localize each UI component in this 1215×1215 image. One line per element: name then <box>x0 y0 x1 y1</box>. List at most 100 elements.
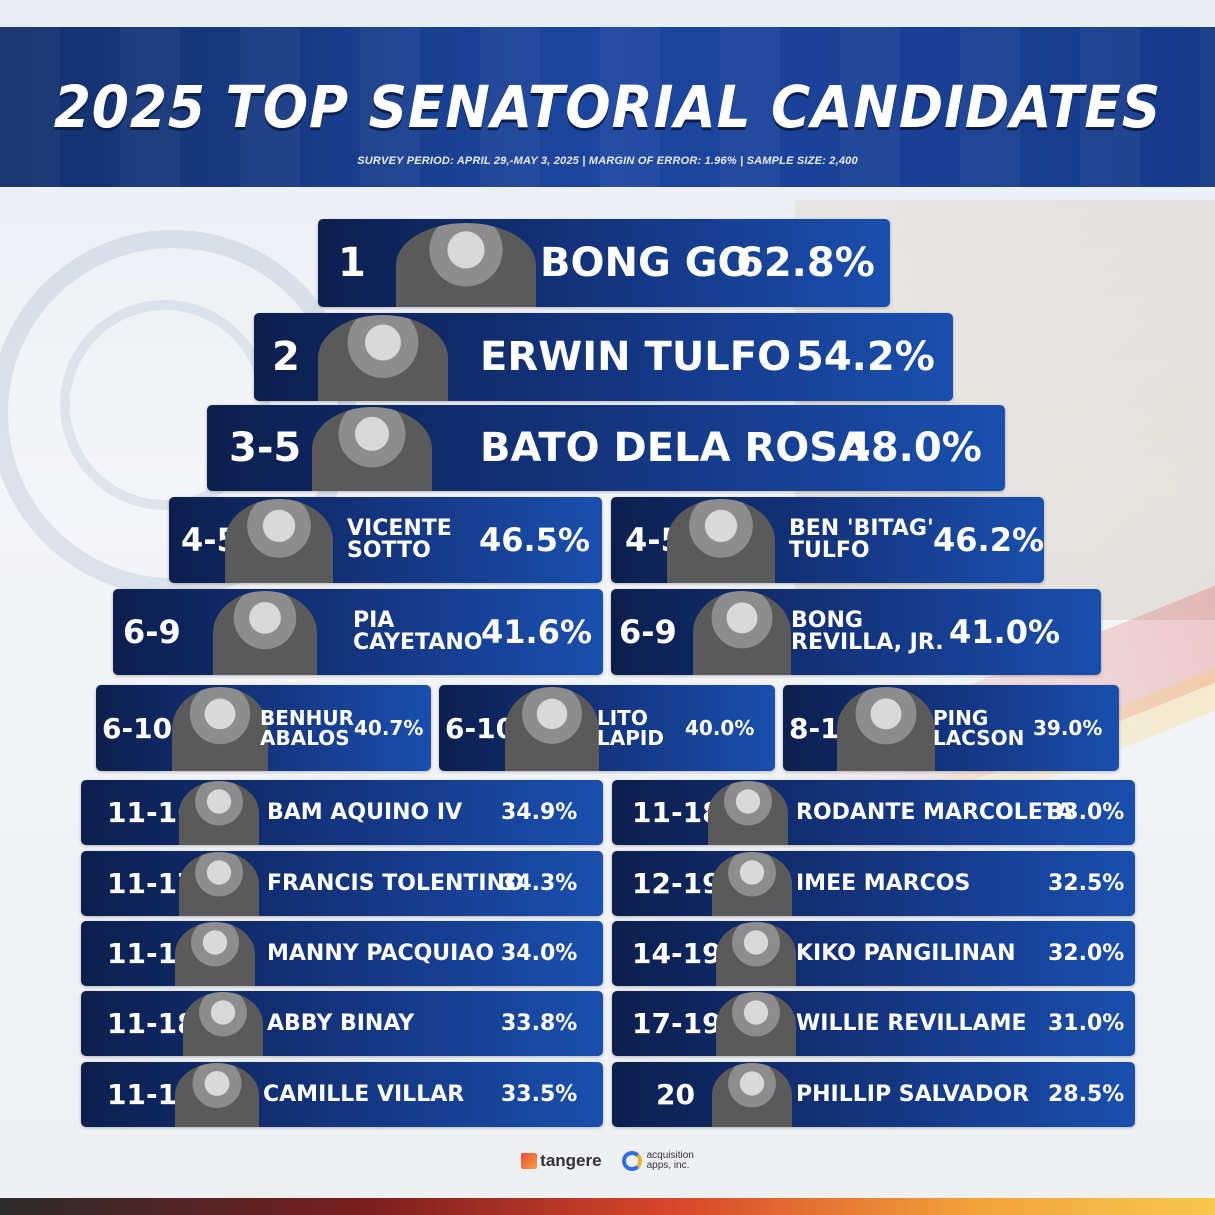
candidate-name-line2: CAYETANO <box>353 630 483 655</box>
survey-info: SURVEY PERIOD: APRIL 29,-MAY 3, 2025 | M… <box>357 155 858 167</box>
candidate-percentage: 40.0% <box>685 716 755 740</box>
candidate-name: BATO DELA ROSA <box>480 425 870 471</box>
candidate-name: PIA CAYETANO <box>353 589 482 675</box>
tangere-logo: tangere <box>521 1151 602 1171</box>
candidate-photo <box>175 1063 259 1127</box>
candidate-card-3: 3-5 BATO DELA ROSA 48.0% <box>207 405 1005 491</box>
candidate-percentage: 28.5% <box>1048 1082 1125 1107</box>
tangere-logo-icon <box>521 1153 538 1169</box>
candidate-photo <box>505 687 599 771</box>
candidate-name-line1: LITO <box>597 706 648 730</box>
candidate-percentage: 54.2% <box>796 334 935 380</box>
candidate-name: KIKO PANGILINAN <box>796 940 1016 966</box>
candidate-card-8: 6-10 BENHUR ABALOS 40.7% <box>96 685 431 771</box>
candidate-photo <box>712 1063 792 1127</box>
candidate-percentage: 31.0% <box>1048 1011 1125 1036</box>
candidate-percentage: 32.5% <box>1048 871 1125 896</box>
candidate-card-12: 11-18 RODANTE MARCOLETA 33.0% <box>612 780 1135 845</box>
candidate-photo <box>213 591 317 675</box>
candidate-name-line2: REVILLA, JR. <box>791 630 944 655</box>
candidate-card-2: 2 ERWIN TULFO 54.2% <box>254 313 953 401</box>
candidate-rank: 1 <box>338 240 366 286</box>
candidate-name: MANNY PACQUIAO <box>267 940 495 966</box>
candidate-percentage: 32.0% <box>1048 941 1125 966</box>
candidate-card-5: 4-5 BEN 'BITAG' TULFO 46.2% <box>611 497 1044 583</box>
candidate-photo <box>318 315 448 401</box>
candidate-name: ABBY BINAY <box>267 1010 415 1036</box>
candidate-rank: 6-10 <box>102 711 173 745</box>
candidate-name-line2: TULFO <box>789 538 870 563</box>
page-title: 2025 TOP SENATORIAL CANDIDATES <box>53 73 1162 141</box>
candidate-card-19: 11-18 CAMILLE VILLAR 33.5% <box>81 1062 603 1127</box>
candidate-name: ERWIN TULFO <box>480 334 792 380</box>
candidate-name-line2: LACSON <box>933 726 1025 750</box>
candidate-card-16: 14-19 KIKO PANGILINAN 32.0% <box>612 921 1135 986</box>
candidate-name: VICENTE SOTTO <box>347 497 452 583</box>
candidate-photo <box>396 223 536 307</box>
candidate-rank: 14-19 <box>632 937 722 970</box>
candidate-name: LITO LAPID <box>597 685 664 771</box>
candidate-photo <box>175 922 255 986</box>
candidate-rank: 11-18 <box>107 1007 197 1040</box>
candidate-rank: 2 <box>272 334 300 380</box>
candidate-card-6: 6-9 PIA CAYETANO 41.6% <box>113 589 603 675</box>
candidate-photo <box>837 687 935 771</box>
candidate-name-line1: BEN 'BITAG' <box>789 516 934 541</box>
candidate-percentage: 41.6% <box>481 613 593 651</box>
candidate-card-13: 11-17 FRANCIS TOLENTINO 34.3% <box>81 851 603 916</box>
candidate-rank: 6-10 <box>445 711 516 745</box>
candidate-name: BEN 'BITAG' TULFO <box>789 497 934 583</box>
candidate-name-line2: LAPID <box>597 726 664 750</box>
footer-logos: tangere acquisition apps, inc. <box>0 1146 1215 1176</box>
candidate-rank: 3-5 <box>229 425 302 471</box>
candidate-percentage: 34.3% <box>501 871 578 896</box>
bottom-gradient-bar <box>0 1198 1215 1215</box>
header-banner: 2025 TOP SENATORIAL CANDIDATES SURVEY PE… <box>0 27 1215 187</box>
tangere-logo-text: tangere <box>540 1151 602 1170</box>
candidate-photo <box>179 781 259 845</box>
candidate-name: BONG REVILLA, JR. <box>791 589 944 675</box>
candidate-name-line1: VICENTE <box>347 516 452 541</box>
candidate-rank: 12-19 <box>632 867 722 900</box>
candidate-percentage: 33.0% <box>1048 800 1125 825</box>
candidate-name: BENHUR ABALOS <box>260 685 354 771</box>
candidate-photo <box>225 499 333 583</box>
candidate-photo <box>716 992 796 1056</box>
candidate-percentage: 40.7% <box>354 716 424 740</box>
candidate-name: PING LACSON <box>933 685 1024 771</box>
candidate-photo <box>712 852 792 916</box>
candidate-percentage: 39.0% <box>1033 716 1103 740</box>
candidate-name-line1: BENHUR <box>260 706 355 730</box>
acquisition-apps-logo-text: acquisition apps, inc. <box>646 1150 694 1172</box>
candidate-percentage: 46.2% <box>933 521 1044 559</box>
candidate-name: FRANCIS TOLENTINO <box>267 870 524 896</box>
candidate-card-7: 6-9 BONG REVILLA, JR. 41.0% <box>611 589 1101 675</box>
candidate-photo <box>716 922 796 986</box>
candidate-percentage: 48.0% <box>843 425 982 471</box>
candidate-card-10: 8-10 PING LACSON 39.0% <box>783 685 1119 771</box>
candidate-photo <box>312 407 432 491</box>
candidate-percentage: 34.0% <box>501 941 578 966</box>
candidate-photo <box>667 499 775 583</box>
candidate-rank: 11-18 <box>632 796 722 829</box>
candidate-card-20: 20 PHILLIP SALVADOR 28.5% <box>612 1062 1135 1127</box>
acquisition-apps-logo-icon <box>621 1151 642 1171</box>
candidate-card-15: 11-17 MANNY PACQUIAO 34.0% <box>81 921 603 986</box>
candidate-rank: 6-9 <box>619 613 677 651</box>
candidate-card-9: 6-10 LITO LAPID 40.0% <box>439 685 775 771</box>
candidate-percentage: 34.9% <box>501 800 578 825</box>
candidate-name-line1: PING <box>933 706 989 730</box>
candidate-card-18: 17-19 WILLIE REVILLAME 31.0% <box>612 991 1135 1056</box>
acquisition-apps-logo: acquisition apps, inc. <box>621 1150 694 1172</box>
candidate-percentage: 33.8% <box>501 1011 578 1036</box>
candidate-rank: 17-19 <box>632 1007 722 1040</box>
candidate-name: RODANTE MARCOLETA <box>796 799 1074 825</box>
acquisition-apps-line2: apps, inc. <box>646 1160 690 1171</box>
candidate-card-14: 12-19 IMEE MARCOS 32.5% <box>612 851 1135 916</box>
candidate-photo <box>179 852 259 916</box>
candidate-photo <box>708 781 788 845</box>
candidate-name: CAMILLE VILLAR <box>263 1081 465 1107</box>
candidate-name-line2: SOTTO <box>347 538 431 563</box>
candidate-card-17: 11-18 ABBY BINAY 33.8% <box>81 991 603 1056</box>
candidate-card-1: 1 BONG GO 62.8% <box>318 219 890 307</box>
